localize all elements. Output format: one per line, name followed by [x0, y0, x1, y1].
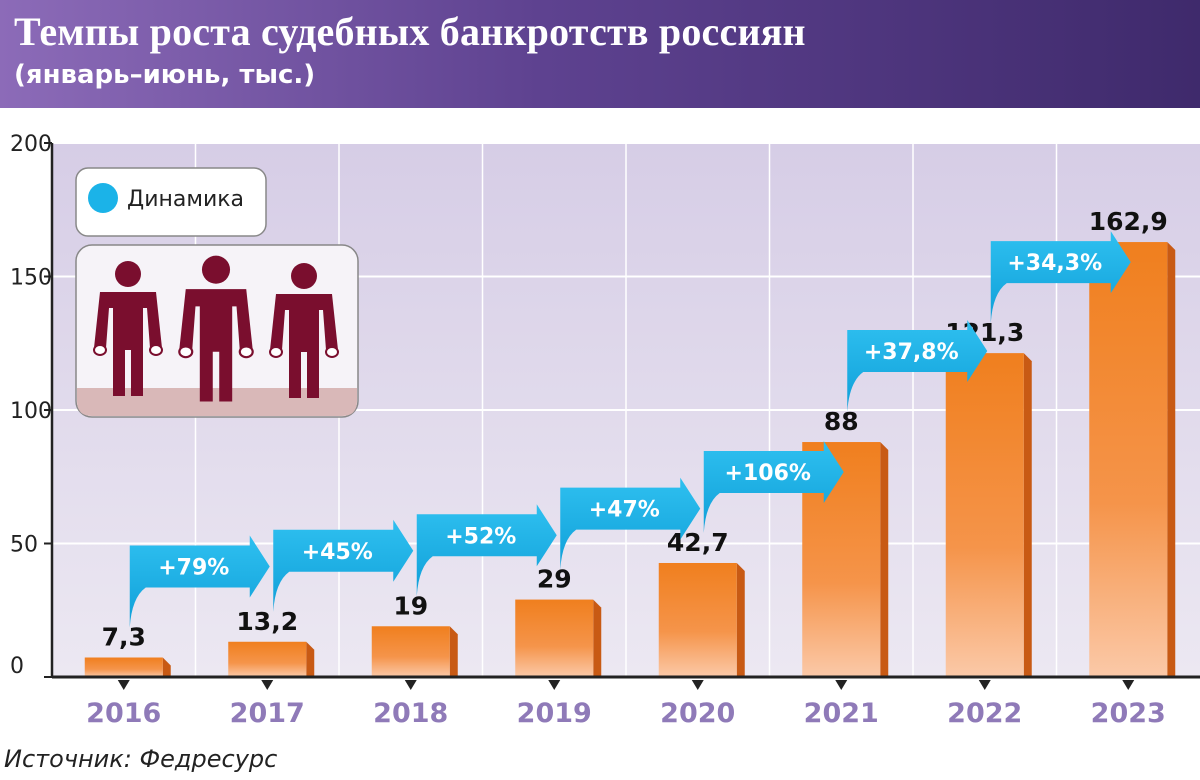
growth-label: +47% — [589, 498, 660, 523]
x-tick-marker-icon — [261, 680, 274, 690]
bar-chart: 0 50 100 150 200 Динамика 7,3 13,2 19 29 42,7 88 1… — [10, 132, 1200, 729]
growth-arrow — [703, 440, 844, 533]
bar-value-label: 19 — [393, 591, 428, 620]
x-axis: 2016 2017 2018 2019 2020 2021 2022 2023 — [52, 675, 1200, 729]
person-icon — [93, 261, 163, 396]
person-icon — [269, 263, 339, 398]
y-tick-label: 0 — [10, 654, 24, 679]
bar-value-label: 29 — [537, 565, 572, 594]
x-tick-label: 2021 — [804, 698, 879, 729]
chart-subtitle: (январь–июнь, тыс.) — [14, 60, 316, 90]
bankrupt-people-illustration — [75, 244, 359, 418]
y-tick-label: 200 — [10, 132, 52, 157]
person-icon — [178, 255, 254, 402]
header-banner: Темпы роста судебных банкротств россиян … — [0, 0, 1200, 108]
chart-title: Темпы роста судебных банкротств россиян — [14, 9, 806, 54]
growth-arrow — [560, 477, 701, 570]
growth-arrow — [847, 320, 988, 413]
x-tick-marker-icon — [978, 680, 991, 690]
growth-arrow — [273, 519, 414, 612]
bar — [515, 599, 594, 677]
growth-arrow — [990, 231, 1131, 324]
x-tick-marker-icon — [548, 680, 561, 690]
growth-arrows: +79% +45% +52% +47% +106% +37,8% +34,3% — [129, 231, 1131, 628]
source-note: Источник: Федресурс — [4, 745, 278, 773]
bar-side — [306, 641, 315, 677]
bar-side — [162, 657, 171, 677]
bar-side — [1023, 353, 1032, 677]
growth-label: +34,3% — [1007, 251, 1102, 276]
bar-value-label: 162,9 — [1089, 207, 1168, 236]
bar-side — [1167, 242, 1176, 677]
bar — [658, 562, 737, 677]
bar-side — [593, 599, 602, 677]
growth-label: +45% — [302, 540, 373, 565]
bar — [371, 626, 450, 677]
bar-side — [736, 562, 745, 677]
growth-label: +52% — [445, 524, 516, 549]
bar — [945, 353, 1024, 677]
bar-value-label: 42,7 — [667, 528, 729, 557]
bar-side — [449, 626, 458, 677]
x-tick-label: 2020 — [660, 698, 735, 729]
x-tick-marker-icon — [404, 680, 417, 690]
y-tick-label: 150 — [10, 266, 52, 291]
x-tick-marker-icon — [691, 680, 704, 690]
bar — [1089, 242, 1168, 677]
growth-arrow — [416, 504, 557, 597]
y-axis-ticks: 0 50 100 150 200 — [10, 132, 54, 679]
bar — [228, 641, 307, 677]
legend-dot-icon — [88, 183, 118, 213]
x-tick-marker-icon — [835, 680, 848, 690]
x-tick-label: 2022 — [947, 698, 1022, 729]
bar-side — [880, 442, 889, 677]
bar-value-label: 13,2 — [236, 607, 298, 636]
y-tick-label: 100 — [10, 399, 52, 424]
x-tick-label: 2023 — [1091, 698, 1166, 729]
x-tick-label: 2019 — [517, 698, 592, 729]
bar-value-label: 88 — [824, 407, 859, 436]
x-tick-marker-icon — [1122, 680, 1135, 690]
y-tick-label: 50 — [10, 533, 38, 558]
bar — [84, 657, 163, 677]
growth-label: +106% — [725, 461, 811, 486]
growth-label: +37,8% — [864, 340, 959, 365]
growth-label: +79% — [158, 556, 229, 581]
legend-label: Динамика — [127, 187, 244, 212]
growth-arrow — [129, 535, 270, 628]
bar-value-label: 7,3 — [102, 623, 146, 652]
x-tick-label: 2018 — [373, 698, 448, 729]
x-tick-label: 2016 — [86, 698, 161, 729]
legend-box: Динамика — [75, 167, 267, 237]
x-tick-label: 2017 — [230, 698, 305, 729]
x-tick-marker-icon — [117, 680, 130, 690]
